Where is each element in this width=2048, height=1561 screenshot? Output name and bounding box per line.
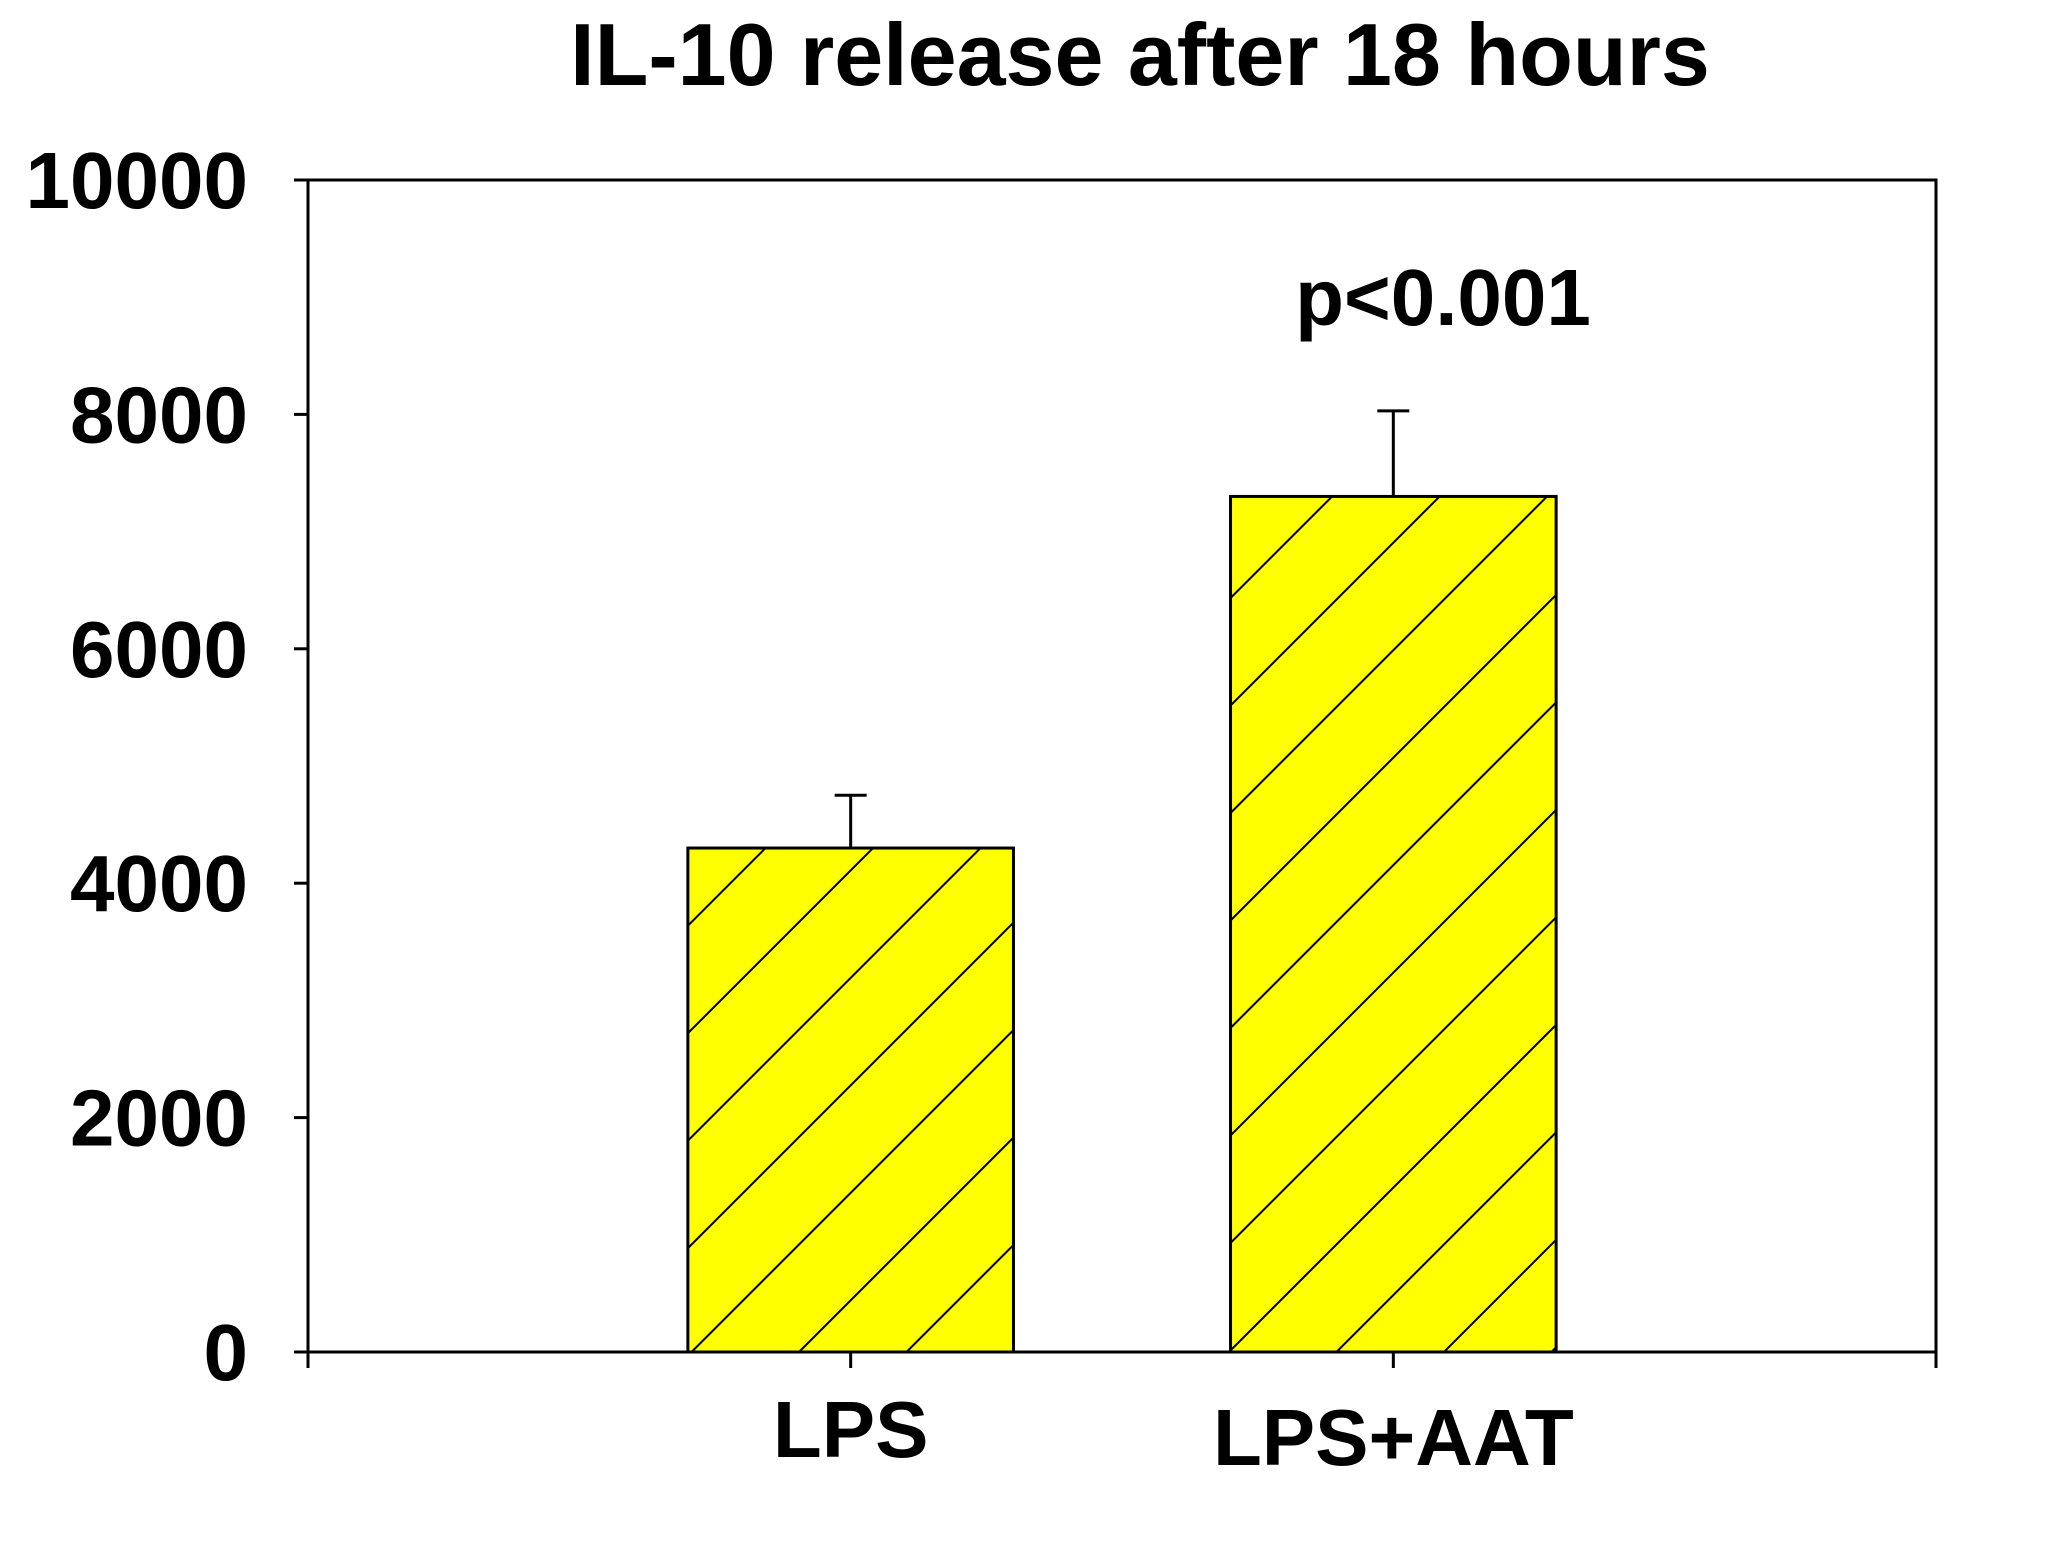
y-tick-label: 6000 bbox=[70, 605, 248, 694]
bars-group bbox=[686, 494, 1558, 1354]
plot-frame bbox=[306, 178, 1938, 1354]
y-tick-label: 10000 bbox=[26, 136, 248, 225]
error-bars-group bbox=[834, 409, 1410, 849]
y-tick-label: 2000 bbox=[70, 1074, 248, 1163]
y-tick-label: 4000 bbox=[70, 839, 248, 928]
x-category-label: LPS bbox=[773, 1385, 929, 1474]
y-tick-label: 0 bbox=[204, 1308, 249, 1397]
y-axis: 0 2000 4000 6000 8000 10000 bbox=[26, 136, 308, 1397]
bar-lps-aat bbox=[1229, 494, 1558, 1354]
bar-lps bbox=[686, 846, 1015, 1354]
chart-title: IL-10 release after 18 hours bbox=[570, 5, 1710, 104]
x-category-label: LPS+AAT bbox=[1213, 1393, 1574, 1482]
x-axis: LPS LPS+AAT bbox=[306, 1352, 1938, 1482]
y-tick-label: 8000 bbox=[70, 370, 248, 459]
significance-annotation: p<0.001 bbox=[1295, 253, 1591, 342]
